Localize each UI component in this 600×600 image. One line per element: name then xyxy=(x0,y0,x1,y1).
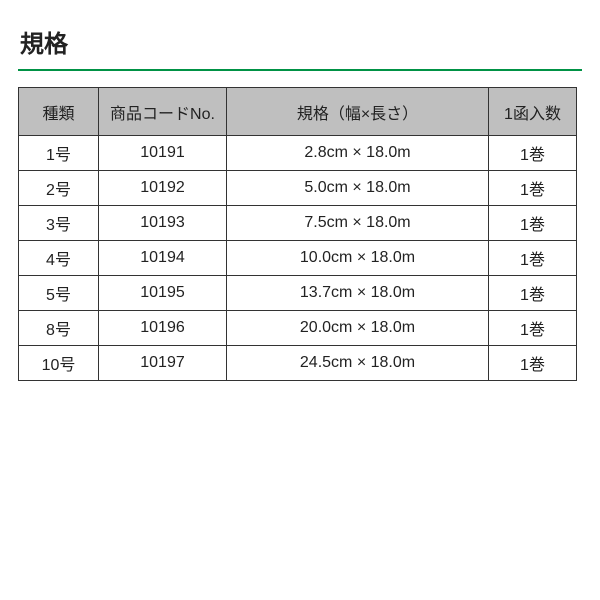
table-body: 1号 10191 2.8cm × 18.0m 1巻 2号 10192 5.0cm… xyxy=(19,136,577,381)
cell-spec: 13.7cm × 18.0m xyxy=(227,276,489,311)
cell-type: 8号 xyxy=(19,311,99,346)
cell-code: 10195 xyxy=(99,276,227,311)
table-row: 8号 10196 20.0cm × 18.0m 1巻 xyxy=(19,311,577,346)
cell-spec: 7.5cm × 18.0m xyxy=(227,206,489,241)
cell-spec: 10.0cm × 18.0m xyxy=(227,241,489,276)
table-row: 10号 10197 24.5cm × 18.0m 1巻 xyxy=(19,346,577,381)
cell-type: 4号 xyxy=(19,241,99,276)
spec-table: 種類 商品コードNo. 規格（幅×長さ） 1函入数 1号 10191 2.8cm… xyxy=(18,87,577,381)
cell-type: 5号 xyxy=(19,276,99,311)
table-row: 1号 10191 2.8cm × 18.0m 1巻 xyxy=(19,136,577,171)
cell-spec: 2.8cm × 18.0m xyxy=(227,136,489,171)
col-header: 1函入数 xyxy=(489,88,577,136)
title-rule xyxy=(18,69,582,71)
page-title: 規格 xyxy=(20,24,582,59)
cell-qty: 1巻 xyxy=(489,171,577,206)
cell-type: 2号 xyxy=(19,171,99,206)
cell-qty: 1巻 xyxy=(489,311,577,346)
cell-code: 10197 xyxy=(99,346,227,381)
cell-code: 10191 xyxy=(99,136,227,171)
cell-qty: 1巻 xyxy=(489,206,577,241)
col-header: 商品コードNo. xyxy=(99,88,227,136)
cell-code: 10193 xyxy=(99,206,227,241)
col-header: 規格（幅×長さ） xyxy=(227,88,489,136)
cell-qty: 1巻 xyxy=(489,136,577,171)
col-header: 種類 xyxy=(19,88,99,136)
cell-code: 10194 xyxy=(99,241,227,276)
cell-code: 10192 xyxy=(99,171,227,206)
table-row: 3号 10193 7.5cm × 18.0m 1巻 xyxy=(19,206,577,241)
cell-spec: 5.0cm × 18.0m xyxy=(227,171,489,206)
cell-qty: 1巻 xyxy=(489,276,577,311)
cell-qty: 1巻 xyxy=(489,346,577,381)
cell-spec: 20.0cm × 18.0m xyxy=(227,311,489,346)
cell-qty: 1巻 xyxy=(489,241,577,276)
cell-code: 10196 xyxy=(99,311,227,346)
cell-spec: 24.5cm × 18.0m xyxy=(227,346,489,381)
table-row: 5号 10195 13.7cm × 18.0m 1巻 xyxy=(19,276,577,311)
cell-type: 3号 xyxy=(19,206,99,241)
cell-type: 10号 xyxy=(19,346,99,381)
table-header-row: 種類 商品コードNo. 規格（幅×長さ） 1函入数 xyxy=(19,88,577,136)
cell-type: 1号 xyxy=(19,136,99,171)
table-row: 4号 10194 10.0cm × 18.0m 1巻 xyxy=(19,241,577,276)
table-row: 2号 10192 5.0cm × 18.0m 1巻 xyxy=(19,171,577,206)
